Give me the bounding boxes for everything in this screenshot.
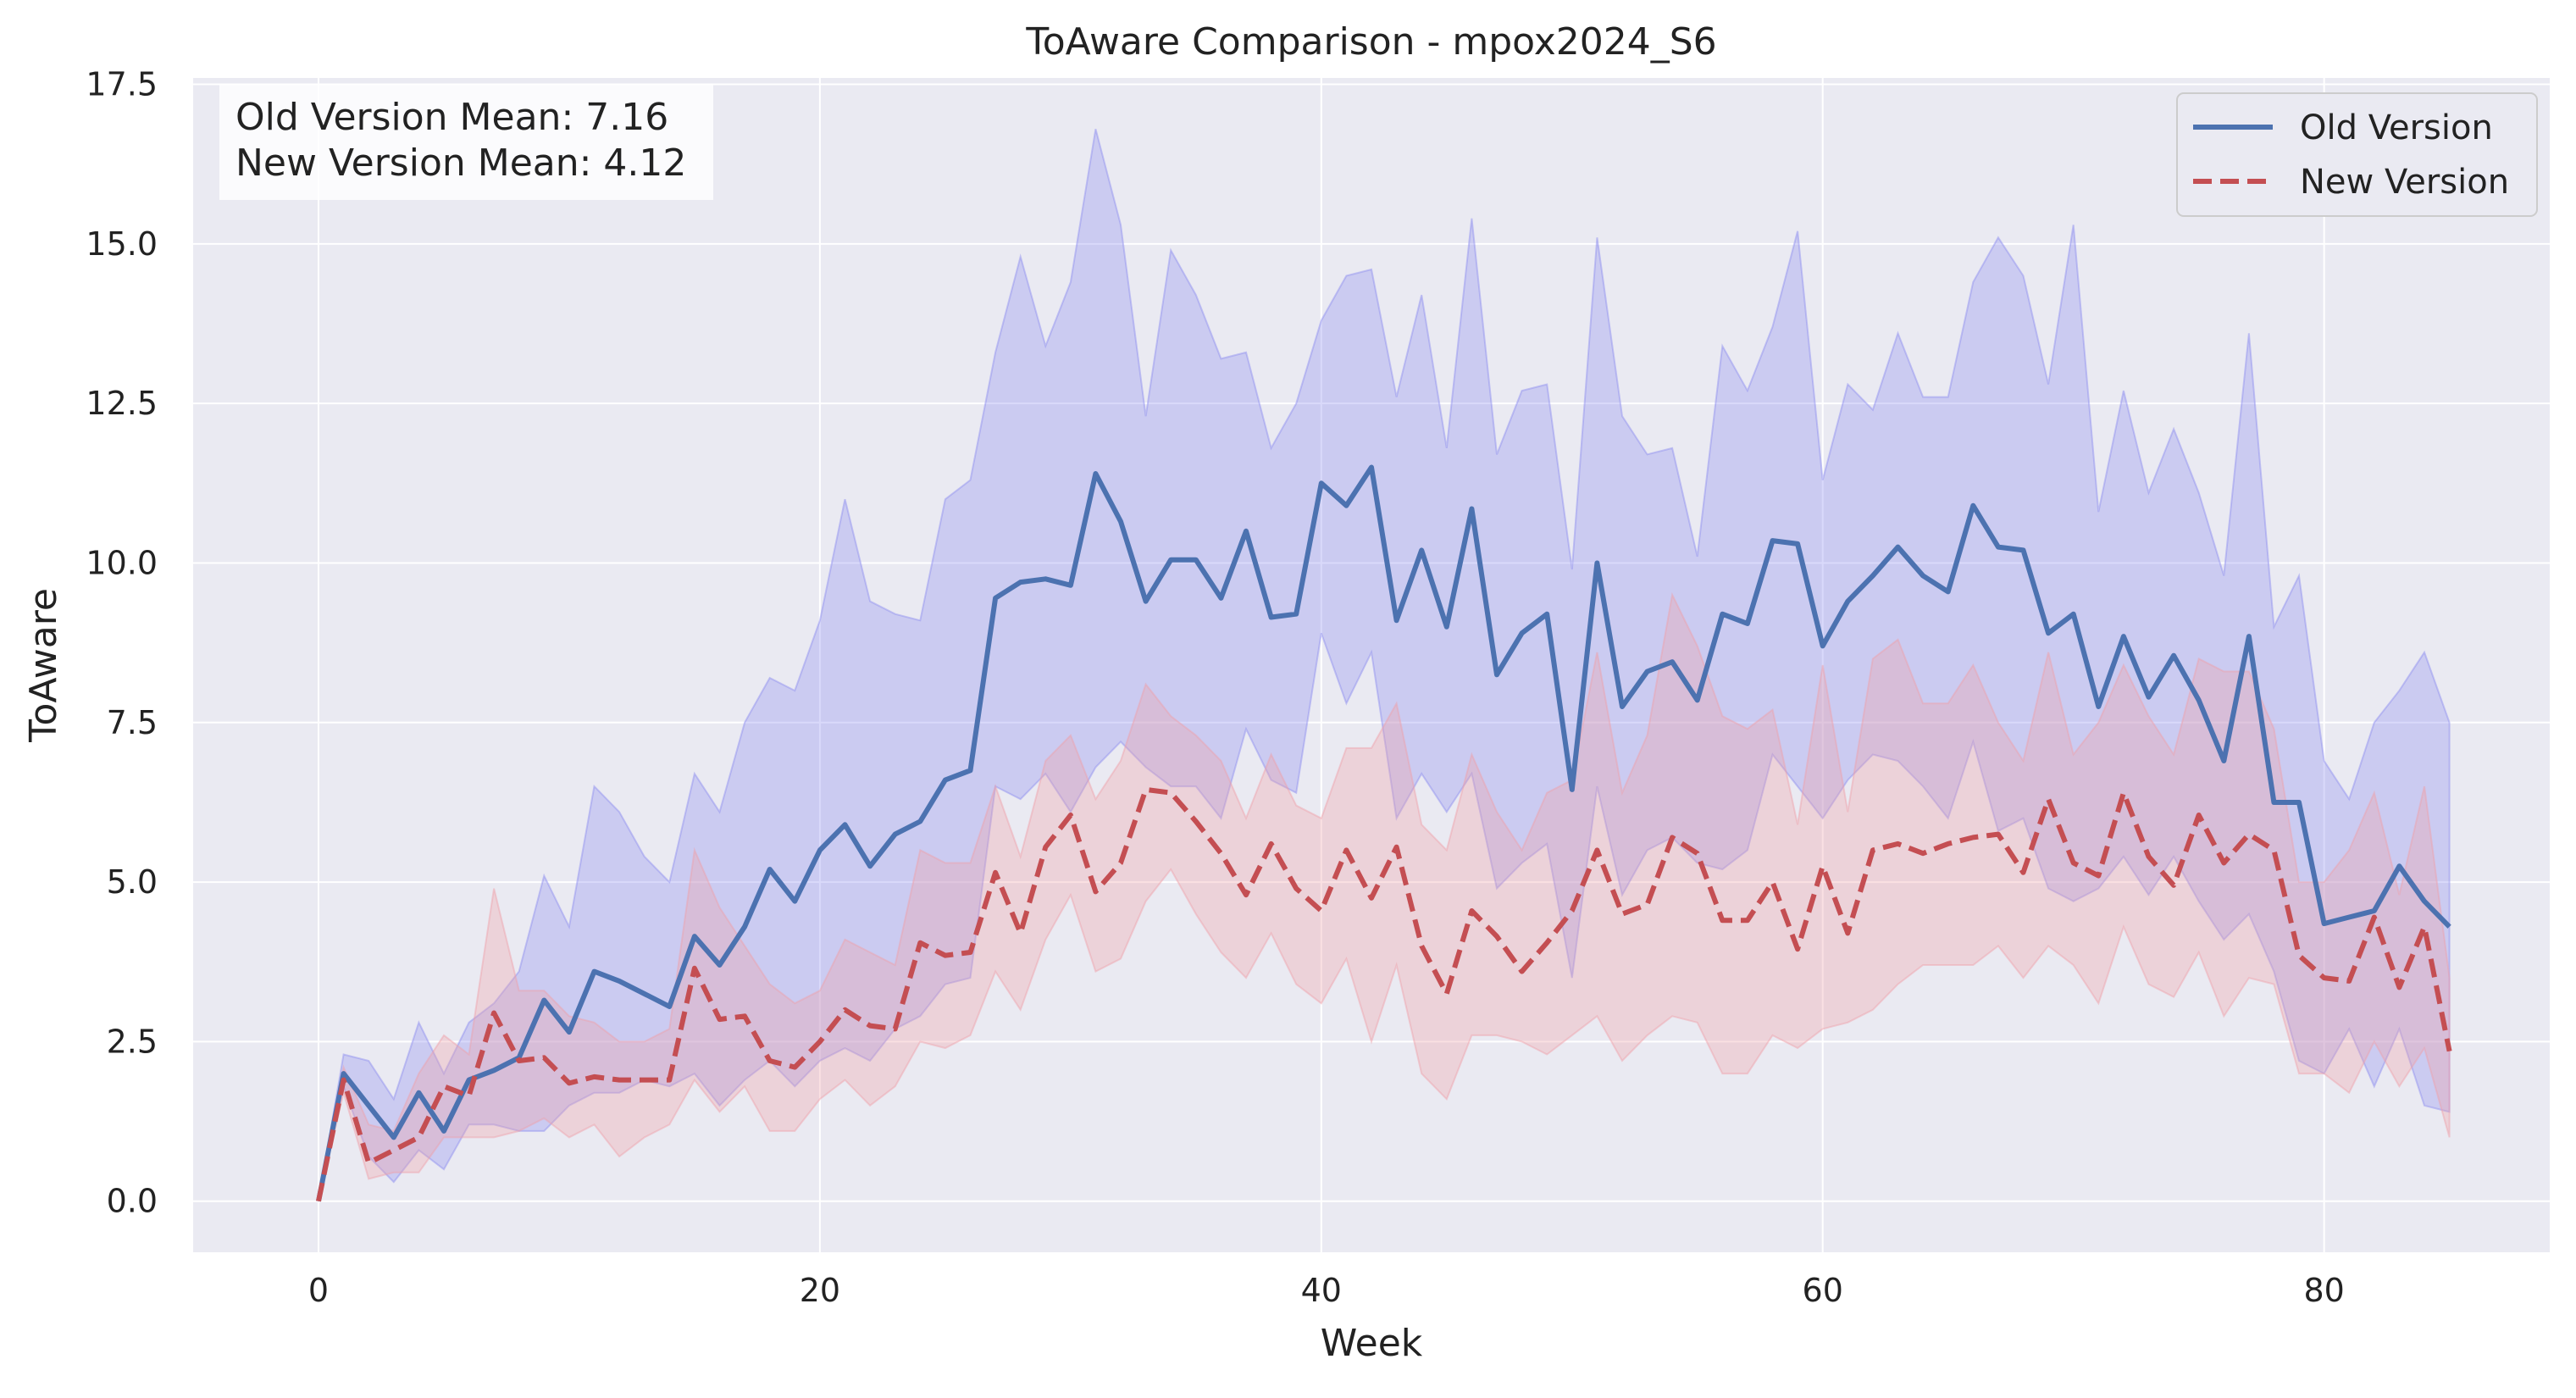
line-new-version [316,786,2452,1202]
legend: Old Version New Version [2176,92,2538,217]
legend-background [2176,92,2538,217]
x-tick-label: 60 [1803,1272,1843,1309]
legend-label-new-version: New Version [2300,163,2509,202]
band-old-version [318,129,2451,1201]
stats-box-background [219,84,713,200]
series-lines [316,464,2452,1202]
y-tick-label: 15.0 [86,225,158,263]
y-tick-label: 17.5 [86,66,158,103]
line-old-version [316,464,2451,1202]
y-tick-label: 7.5 [107,704,158,741]
x-tick-label: 40 [1301,1272,1342,1309]
x-tick-label: 0 [308,1272,329,1309]
y-tick-label: 2.5 [107,1023,158,1060]
y-tick-label: 12.5 [86,385,158,422]
y-axis-label: ToAware [22,588,65,743]
x-tick-labels: 0 20 40 60 80 [308,1272,2345,1309]
y-tick-label: 5.0 [107,863,158,901]
confidence-bands [318,129,2451,1201]
stats-box: Old Version Mean: 7.16 New Version Mean:… [219,84,713,200]
old-version-mean-label: Old Version Mean: 7.16 [235,96,668,139]
y-tick-label: 10.0 [86,544,158,581]
x-tick-label: 20 [800,1272,840,1309]
band-new-version [318,591,2451,1201]
x-axis-label: Week [1321,1322,1423,1365]
plot-area [193,78,2550,1252]
chart-title: ToAware Comparison - mpox2024_S6 [1025,20,1716,64]
new-version-mean-label: New Version Mean: 4.12 [235,141,686,185]
y-tick-label: 0.0 [107,1183,158,1220]
y-tick-labels: 0.0 2.5 5.0 7.5 10.0 12.5 15.0 17.5 [86,66,158,1220]
legend-label-old-version: Old Version [2300,108,2493,147]
x-tick-label: 80 [2303,1272,2344,1309]
